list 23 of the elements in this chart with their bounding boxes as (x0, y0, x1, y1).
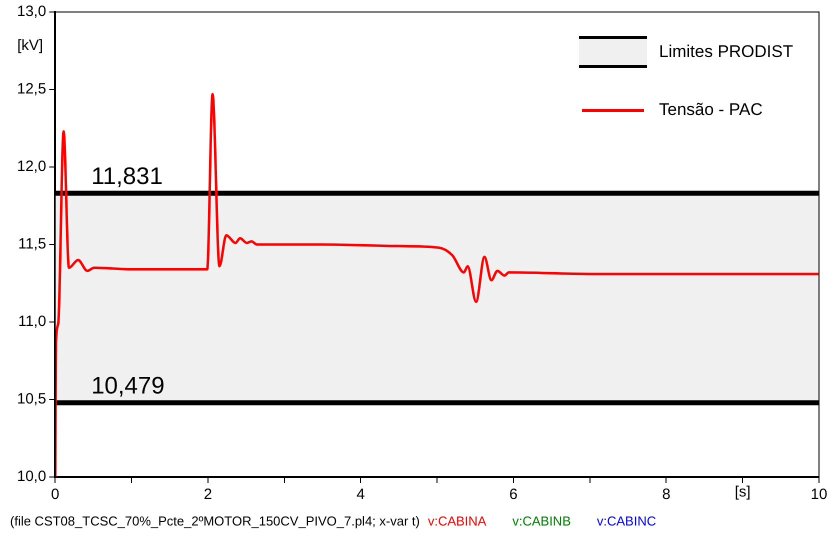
text: v:CABINC (596, 514, 656, 529)
ref-line-label: 10,479 (91, 372, 165, 400)
ref-line-label: 11,831 (91, 162, 163, 190)
text: v:CABINA (428, 514, 487, 529)
legend-label: Tensão - PAC (659, 100, 763, 120)
y-tick-label: 11,0 (18, 313, 46, 330)
y-tick-label: 13,0 (16, 3, 46, 20)
x-tick-label: 4 (356, 486, 365, 504)
y-tick-label: 10,5 (16, 390, 46, 408)
x-axis-title: [s] (734, 484, 751, 501)
x-tick-label: 2 (204, 486, 212, 504)
x-tick-label: 0 (51, 486, 60, 504)
x-tick-label: 6 (509, 486, 518, 504)
y-tick-label: 12,5 (16, 80, 46, 98)
y-tick-label: 11,5 (18, 236, 46, 253)
x-tick-label: 10 (810, 486, 828, 504)
legend-label: Limites PRODIST (659, 42, 794, 62)
text: (file CST08_TCSC_70%_Pcte_2ºMOTOR_150CV_PIVO_7.pl4; x-var t) (10, 514, 420, 529)
y-tick-label: 10,0 (16, 468, 46, 486)
y-tick-label: 12,0 (16, 158, 46, 176)
y-axis-title: [kV] (17, 37, 44, 54)
text: v:CABINB (512, 514, 571, 529)
x-tick-label: 8 (662, 486, 670, 504)
